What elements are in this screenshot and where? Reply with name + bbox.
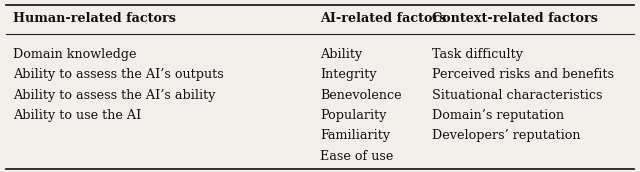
Text: Domain’s reputation: Domain’s reputation [432, 109, 564, 122]
Text: Ability to assess the AI’s outputs: Ability to assess the AI’s outputs [13, 68, 223, 82]
Text: Ability: Ability [320, 48, 362, 61]
Text: Human-related factors: Human-related factors [13, 12, 175, 25]
Text: Developers’ reputation: Developers’ reputation [432, 129, 580, 142]
Text: Ease of use: Ease of use [320, 150, 394, 163]
Text: Integrity: Integrity [320, 68, 376, 82]
Text: Domain knowledge: Domain knowledge [13, 48, 136, 61]
Text: Popularity: Popularity [320, 109, 387, 122]
Text: Context-related factors: Context-related factors [432, 12, 598, 25]
Text: Situational characteristics: Situational characteristics [432, 89, 602, 102]
Text: Familiarity: Familiarity [320, 129, 390, 142]
Text: Task difficulty: Task difficulty [432, 48, 523, 61]
Text: Benevolence: Benevolence [320, 89, 402, 102]
Text: Ability to use the AI: Ability to use the AI [13, 109, 141, 122]
Text: AI-related factors: AI-related factors [320, 12, 446, 25]
Text: Perceived risks and benefits: Perceived risks and benefits [432, 68, 614, 82]
Text: Ability to assess the AI’s ability: Ability to assess the AI’s ability [13, 89, 215, 102]
